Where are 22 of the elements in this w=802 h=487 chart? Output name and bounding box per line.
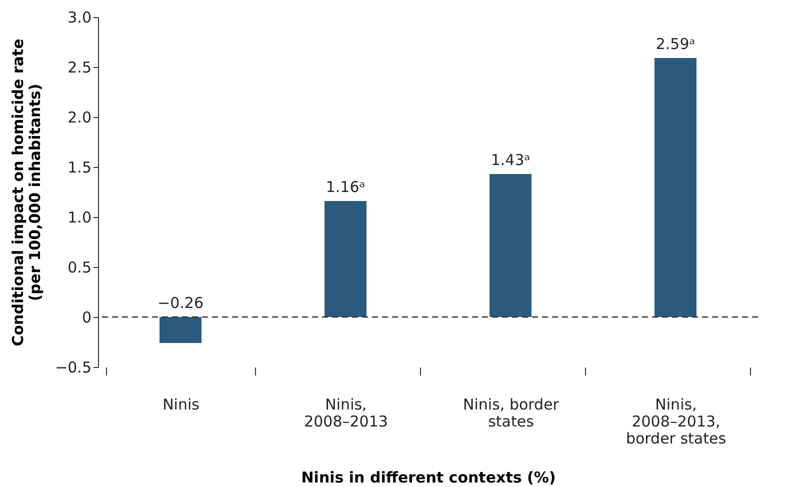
x-tick-label: Ninis (162, 396, 200, 414)
x-tick-label: Ninis, 2008–2013 (304, 396, 388, 430)
y-tick-label: 0 (82, 308, 92, 326)
y-tick-label: 1.5 (68, 158, 92, 176)
data-label: 1.43ᵃ (490, 151, 530, 169)
data-label: 2.59ᵃ (656, 35, 696, 53)
bar (324, 201, 366, 317)
x-axis-title: Ninis in different contexts (%) (301, 468, 556, 486)
x-tick-label: Ninis, 2008–2013, border states (626, 396, 726, 448)
data-label: −0.26 (158, 294, 204, 312)
y-axis-title: Conditional impact on homicide rate (per 100,000 inhabitants) (9, 38, 44, 346)
y-tick-label: 2.0 (68, 108, 92, 126)
data-label: 1.16ᵃ (326, 178, 366, 196)
x-tick-label: Ninis, border states (463, 396, 560, 430)
bar (160, 317, 202, 343)
y-tick-label: 0.5 (68, 258, 92, 276)
y-tick-label: −0.5 (55, 358, 92, 376)
bar (654, 58, 696, 317)
bar (490, 174, 532, 317)
y-tick-label: 2.5 (68, 58, 92, 76)
y-tick-label: 1.0 (68, 208, 92, 226)
y-tick-label: 3.0 (68, 8, 92, 26)
